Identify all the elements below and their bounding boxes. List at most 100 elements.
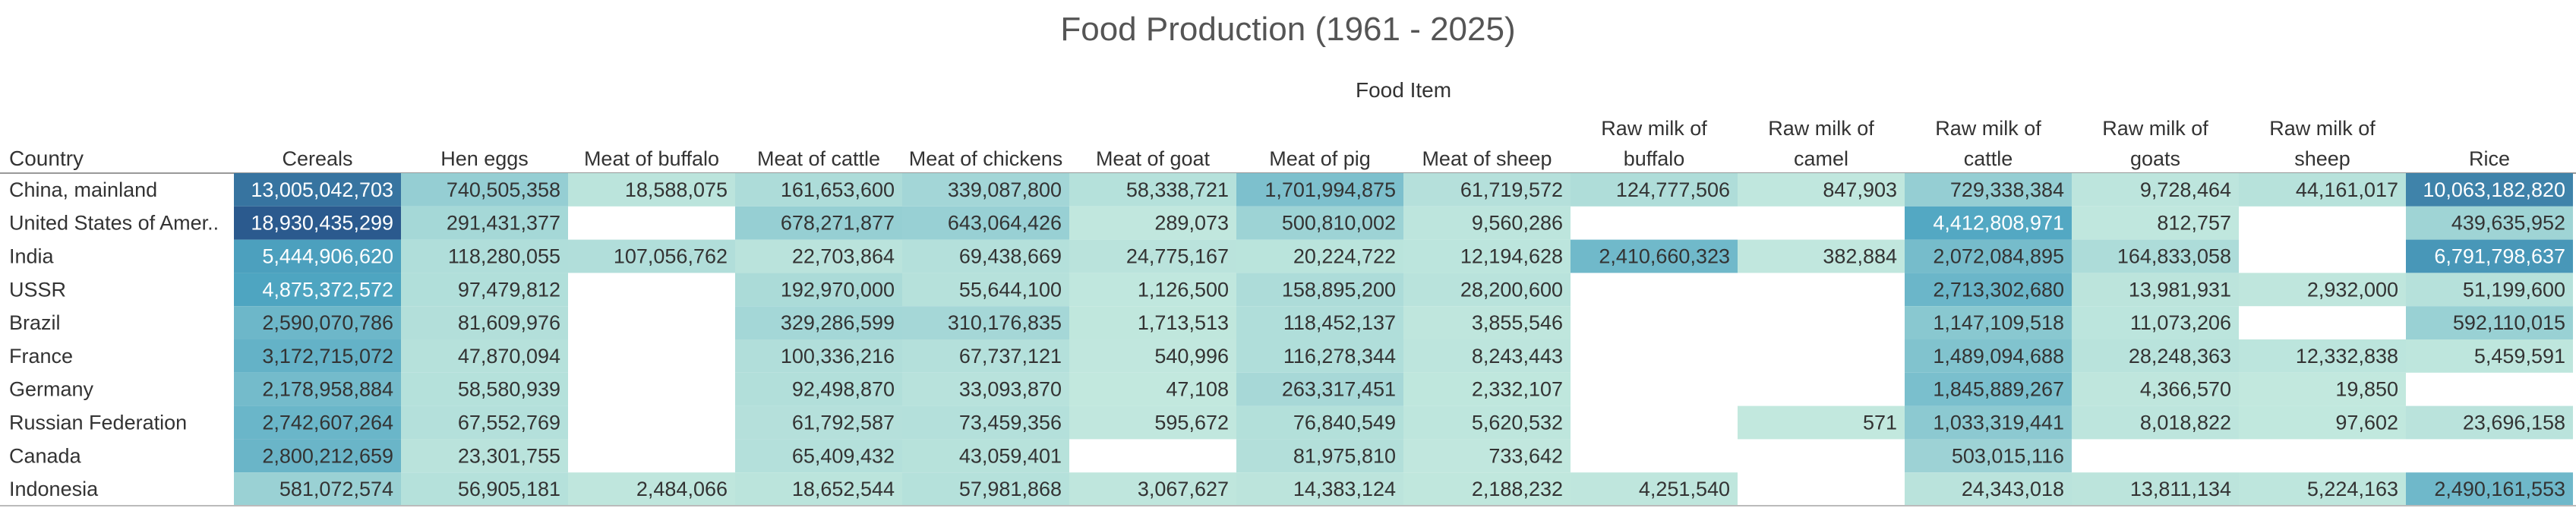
cell-value-label: 69,438,669 [959, 245, 1062, 268]
cell-value-label: 76,840,549 [1293, 412, 1396, 434]
cell-value-label: 263,317,451 [1282, 378, 1396, 401]
cell-value-label: 595,672 [1154, 412, 1229, 434]
cell-value-label: 1,489,094,688 [1933, 345, 2064, 368]
cell-value-label: 310,176,835 [948, 311, 1062, 334]
cell-value-label: 116,278,344 [1283, 345, 1396, 368]
heatmap-cell [1403, 239, 1571, 273]
cell-value-label: 500,810,002 [1282, 212, 1396, 235]
heatmap-cell [2239, 339, 2406, 373]
cell-value-label: 8,018,822 [2140, 412, 2231, 434]
heatmap-cell [902, 372, 1069, 406]
heatmap-cell [1236, 372, 1403, 406]
cell-value-label: 5,459,591 [2474, 345, 2565, 368]
heatmap-cell [1403, 439, 1571, 473]
cell-value-label: 8,243,443 [1472, 345, 1563, 368]
column-header-label: Meat of pig [1269, 147, 1371, 170]
cell-value-label: 4,412,808,971 [1933, 212, 2064, 235]
chart-title: Food Production (1961 - 2025) [1060, 11, 1516, 48]
column-header-label: Meat of chickens [909, 147, 1063, 170]
heatmap-cell [2072, 405, 2239, 440]
row-label: USSR [9, 278, 66, 301]
cell-value-label: 847,903 [1823, 178, 1897, 201]
heatmap-cell [1236, 439, 1403, 473]
heatmap-cell [1403, 273, 1571, 307]
cell-value-label: 291,431,377 [447, 212, 560, 235]
cell-value-label: 81,975,810 [1293, 444, 1396, 467]
heatmap-cell [568, 239, 735, 273]
heatmap-cell [1403, 405, 1571, 440]
column-header-label: Rice [2469, 147, 2510, 170]
heatmap-cell [902, 273, 1069, 307]
column-header-label: Hen eggs [440, 147, 529, 170]
cell-value-label: 3,855,546 [1472, 311, 1563, 334]
cell-value-label: 19,850 [2335, 378, 2398, 401]
heatmap-cell [902, 439, 1069, 473]
column-header-label: Raw milk of [1768, 117, 1874, 140]
heatmap-cell [1738, 405, 1905, 440]
cell-value-label: 2,072,084,895 [1933, 245, 2064, 268]
cell-value-label: 57,981,868 [959, 478, 1062, 500]
cell-value-label: 81,609,976 [458, 311, 560, 334]
heatmap-cell [401, 206, 568, 240]
heatmap-cell [2406, 273, 2573, 307]
cell-value-label: 678,271,877 [781, 212, 895, 235]
heatmap-cell [1236, 306, 1403, 339]
cell-value-label: 2,800,212,659 [262, 444, 393, 467]
heatmap-cell [1905, 339, 2072, 373]
heatmap-cell [1069, 405, 1236, 440]
row-label: Canada [9, 444, 82, 467]
column-header-label: Meat of cattle [757, 147, 880, 170]
heatmap-cell [902, 306, 1069, 339]
cell-value-label: 1,713,513 [1138, 311, 1229, 334]
heatmap-cell [2406, 472, 2573, 506]
cell-value-label: 1,701,994,875 [1264, 178, 1396, 201]
cell-value-label: 20,224,722 [1293, 245, 1396, 268]
column-header-label: Raw milk of [2102, 117, 2208, 140]
heatmap-cell [234, 306, 401, 339]
cell-value-label: 61,719,572 [1460, 178, 1563, 201]
heatmap-cell [1236, 206, 1403, 240]
cell-value-label: 47,870,094 [458, 345, 560, 368]
heatmap-cell [902, 206, 1069, 240]
cell-value-label: 118,280,055 [448, 245, 560, 268]
heatmap-cell [2406, 239, 2573, 273]
cell-value-label: 158,895,200 [1282, 278, 1396, 301]
cell-value-label: 2,932,000 [2307, 278, 2398, 301]
cell-value-label: 729,338,384 [1950, 178, 2064, 201]
heatmap-cell [735, 173, 902, 207]
cell-value-label: 5,620,532 [1472, 412, 1563, 434]
column-header-label: buffalo [1624, 147, 1685, 170]
column-group-label: Food Item [1356, 78, 1451, 102]
column-header-label: camel [1794, 147, 1848, 170]
heatmap-cell [234, 273, 401, 307]
cell-value-label: 28,248,363 [2129, 345, 2231, 368]
heatmap-cell [1069, 173, 1236, 207]
heatmap-cell [1236, 273, 1403, 307]
heatmap-cell [902, 472, 1069, 506]
heatmap-cell [1236, 405, 1403, 440]
cell-value-label: 92,498,870 [792, 378, 895, 401]
cell-value-label: 2,713,302,680 [1933, 278, 2064, 301]
cell-value-label: 18,652,544 [792, 478, 895, 500]
cell-value-label: 571 [1863, 412, 1897, 434]
heatmap-cell [2239, 405, 2406, 440]
cell-value-label: 9,560,286 [1472, 212, 1563, 235]
row-header-label: Country [9, 147, 84, 170]
heatmap-cell [1236, 339, 1403, 373]
heatmap-cell [234, 439, 401, 473]
heatmap-cell [1571, 239, 1738, 273]
cell-value-label: 540,996 [1154, 345, 1229, 368]
cell-value-label: 67,737,121 [959, 345, 1062, 368]
cell-value-label: 56,905,181 [458, 478, 560, 500]
heatmap-cell [401, 372, 568, 406]
heatmap-cell [1403, 206, 1571, 240]
heatmap-cell [401, 239, 568, 273]
heatmap-cell [2239, 273, 2406, 307]
column-header-label: Raw milk of [2269, 117, 2376, 140]
heatmap-cell [234, 173, 401, 207]
heatmap-cell [1571, 173, 1738, 207]
heatmap-cell [2239, 372, 2406, 406]
cell-value-label: 13,811,134 [2130, 478, 2231, 500]
heatmap-cell [1905, 439, 2072, 473]
